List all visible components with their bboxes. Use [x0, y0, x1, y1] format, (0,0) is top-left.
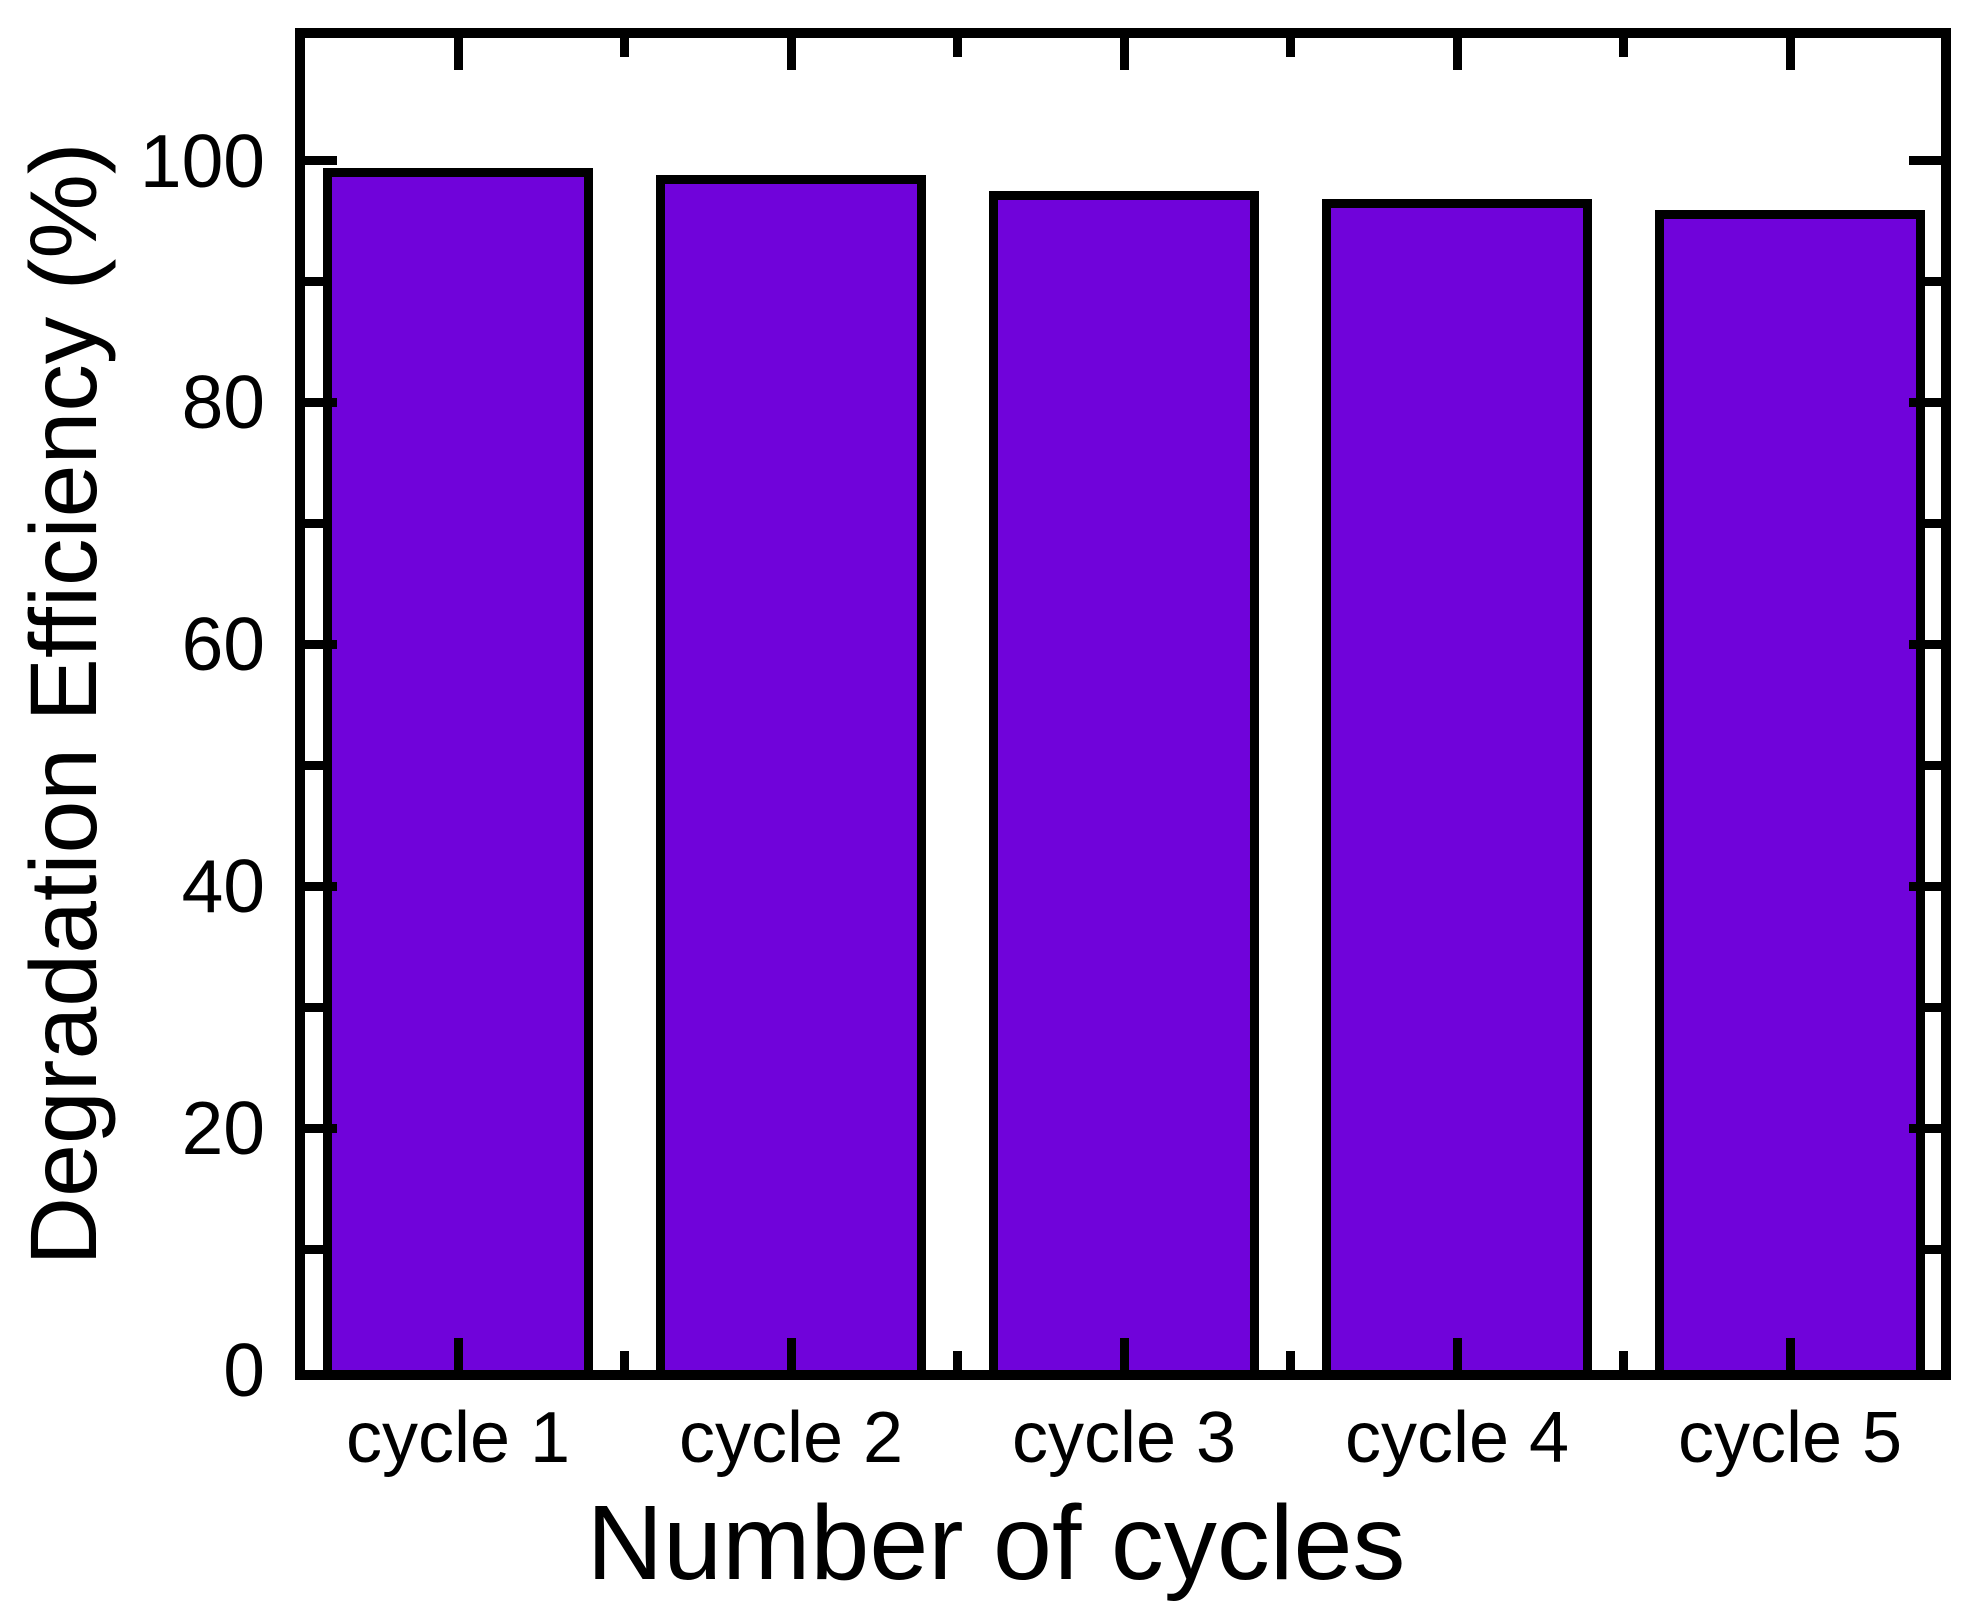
y-minor-tick-right-30	[1922, 1003, 1941, 1012]
x-tick-label-cycle-3: cycle 3	[1011, 1398, 1237, 1478]
x-axis-title: Number of cycles	[586, 1484, 1406, 1602]
x-major-tick-top-5	[1786, 38, 1795, 70]
x-major-tick-top-3	[1120, 38, 1129, 70]
y-minor-tick-left-50	[305, 761, 324, 770]
bar-cycle-5	[1655, 210, 1925, 1370]
x-major-tick-bottom-3	[1120, 1338, 1129, 1370]
bar-cycle-2	[656, 175, 926, 1370]
x-minor-tick-bottom-1	[620, 1351, 629, 1370]
y-tick-label-20: 20	[181, 1086, 265, 1170]
x-major-tick-top-2	[787, 38, 796, 70]
x-tick-label-cycle-4: cycle 4	[1344, 1398, 1570, 1478]
y-tick-label-0: 0	[223, 1328, 265, 1412]
bar-cycle-3	[989, 191, 1259, 1370]
x-major-tick-top-1	[454, 38, 463, 70]
y-minor-tick-left-10	[305, 1245, 324, 1254]
y-minor-tick-left-90	[305, 277, 324, 286]
y-minor-tick-right-50	[1922, 761, 1941, 770]
y-minor-tick-right-10	[1922, 1245, 1941, 1254]
plot-area-frame	[295, 28, 1951, 1380]
y-tick-label-80: 80	[181, 360, 265, 444]
x-major-tick-bottom-4	[1453, 1338, 1462, 1370]
x-major-tick-bottom-5	[1786, 1338, 1795, 1370]
y-tick-label-60: 60	[181, 602, 265, 686]
y-major-tick-right-20	[1909, 1124, 1941, 1133]
bar-cycle-4	[1322, 199, 1592, 1370]
x-minor-tick-top-4	[1619, 38, 1628, 57]
y-tick-label-40: 40	[181, 844, 265, 928]
x-tick-label-cycle-5: cycle 5	[1677, 1398, 1903, 1478]
y-minor-tick-left-30	[305, 1003, 324, 1012]
y-major-tick-left-60	[305, 640, 337, 649]
bar-cycle-1	[323, 168, 593, 1370]
x-major-tick-top-4	[1453, 38, 1462, 70]
y-major-tick-left-80	[305, 398, 337, 407]
x-tick-label-cycle-2: cycle 2	[678, 1398, 904, 1478]
x-minor-tick-top-3	[1286, 38, 1295, 57]
y-major-tick-right-60	[1909, 640, 1941, 649]
y-minor-tick-left-70	[305, 519, 324, 528]
x-minor-tick-top-2	[953, 38, 962, 57]
y-major-tick-left-20	[305, 1124, 337, 1133]
x-minor-tick-bottom-2	[953, 1351, 962, 1370]
y-minor-tick-right-90	[1922, 277, 1941, 286]
x-minor-tick-bottom-3	[1286, 1351, 1295, 1370]
x-minor-tick-bottom-4	[1619, 1351, 1628, 1370]
x-tick-label-cycle-1: cycle 1	[345, 1398, 571, 1478]
y-tick-label-100: 100	[139, 119, 265, 203]
y-major-tick-right-40	[1909, 882, 1941, 891]
y-major-tick-left-40	[305, 882, 337, 891]
y-minor-tick-right-70	[1922, 519, 1941, 528]
x-minor-tick-top-1	[620, 38, 629, 57]
x-major-tick-bottom-1	[454, 1338, 463, 1370]
x-major-tick-bottom-2	[787, 1338, 796, 1370]
y-major-tick-right-100	[1909, 156, 1941, 165]
y-major-tick-right-80	[1909, 398, 1941, 407]
y-major-tick-left-100	[305, 156, 337, 165]
